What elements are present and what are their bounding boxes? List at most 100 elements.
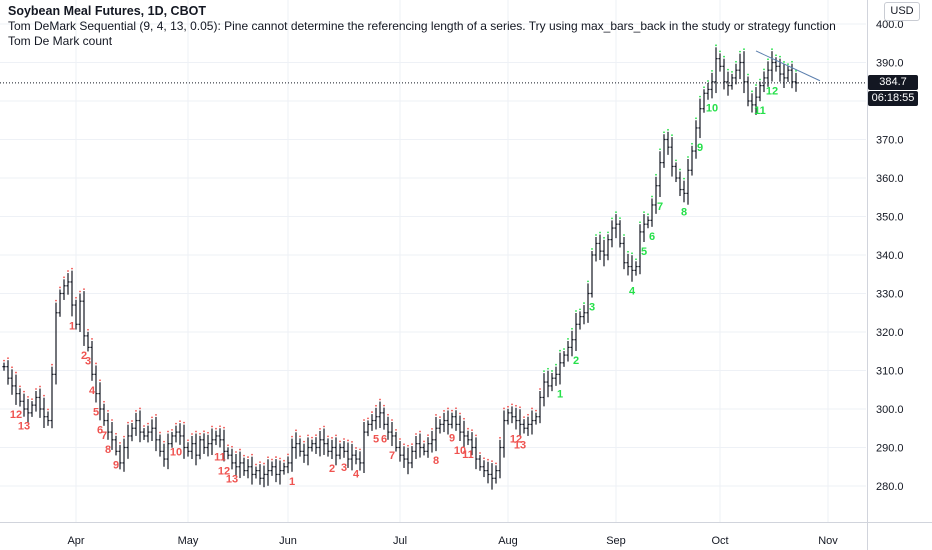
count-marker-dot [651, 195, 653, 198]
ohlc-bar [782, 63, 786, 89]
ohlc-bar [526, 416, 530, 436]
count-marker-dot [507, 405, 509, 408]
count-marker-dot [55, 299, 57, 302]
ohlc-bar [282, 462, 286, 475]
buy-count-label: 12 [766, 86, 778, 98]
ohlc-bar [466, 430, 470, 446]
count-marker-dot [139, 407, 141, 410]
count-marker-dot [267, 456, 269, 459]
ohlc-bar [434, 416, 438, 452]
ohlc-bar [538, 390, 542, 424]
ohlc-bar [202, 433, 206, 454]
ohlc-bar [190, 435, 194, 460]
ohlc-bar [446, 410, 450, 435]
ohlc-bar [722, 58, 726, 90]
ohlc-bar [150, 419, 154, 441]
count-marker-dot [251, 453, 253, 456]
sell-count-label: 4 [353, 468, 360, 480]
count-marker-dot [515, 404, 517, 407]
count-marker-dot [583, 302, 585, 304]
count-marker-dot [67, 270, 69, 272]
ohlc-bar [326, 438, 330, 457]
chart-legend: Soybean Meal Futures, 1D, CBOT Tom DeMar… [8, 4, 868, 49]
ohlc-bar [534, 412, 538, 425]
buy-count-label: 1 [557, 388, 563, 400]
ohlc-bar [646, 216, 650, 229]
ohlc-bar [290, 438, 294, 472]
count-marker-dot [495, 462, 497, 465]
count-marker-dot [727, 68, 729, 71]
count-marker-dot [703, 86, 705, 89]
ohlc-bar [482, 460, 486, 478]
count-label[interactable]: Tom De Mark count [8, 34, 113, 48]
count-marker-dot [639, 221, 641, 224]
time-axis[interactable]: Apr May Jun Jul Aug Sep Oct Nov [0, 522, 932, 548]
ohlc-bar [322, 428, 326, 455]
ohlc-bar [746, 76, 750, 107]
ohlc-bar [258, 464, 262, 485]
ohlc-bar [738, 53, 742, 80]
ohlc-bar [54, 302, 58, 385]
time-tick-label: Sep [606, 535, 626, 547]
count-marker-dot [419, 430, 421, 433]
count-marker-dot [47, 408, 49, 411]
ohlc-bar [242, 457, 246, 476]
ohlc-bar [358, 451, 362, 471]
count-marker-dot [287, 453, 289, 456]
count-marker-dot [159, 431, 161, 434]
indicator-label[interactable]: Tom DeMark Sequential (9, 4, 13, 0.05): … [8, 19, 836, 33]
ohlc-bar [502, 410, 506, 458]
count-marker-dot [547, 367, 549, 370]
count-marker-dot [3, 359, 5, 362]
price-tick-label: 340.0 [876, 250, 904, 262]
ohlc-bar [298, 438, 302, 457]
count-marker-dot [103, 400, 105, 403]
ohlc-bar [86, 331, 90, 352]
count-marker-dot [607, 231, 609, 234]
ohlc-bar [210, 428, 214, 455]
count-marker-dot [719, 50, 721, 53]
sell-count-label: 9 [113, 459, 119, 471]
ohlc-bar [618, 220, 622, 248]
ohlc-bar [174, 425, 178, 443]
ohlc-bar [10, 369, 14, 395]
symbol-title[interactable]: Soybean Meal Futures, 1D, CBOT [8, 4, 206, 18]
count-marker-dot [75, 296, 77, 299]
sell-count-label: 12 [510, 433, 522, 445]
trend-line [755, 50, 821, 82]
ohlc-bar [594, 236, 598, 262]
ohlc-bar [566, 340, 570, 362]
ohlc-bar [390, 421, 394, 447]
count-marker-dot [311, 436, 313, 439]
ohlc-bar [658, 151, 662, 198]
ohlc-bar [226, 447, 230, 460]
count-marker-dot [83, 288, 85, 290]
ohlc-bar [682, 180, 686, 203]
ohlc-bar [6, 360, 10, 385]
price-tick-label: 360.0 [876, 173, 904, 185]
currency-button[interactable]: USD [884, 2, 920, 21]
count-marker-dot [711, 69, 713, 72]
count-marker-dot [347, 439, 349, 442]
ohlc-bar [26, 398, 30, 423]
count-marker-dot [731, 70, 733, 73]
count-marker-dot [775, 54, 777, 57]
count-marker-dot [455, 407, 457, 410]
ohlc-bar [114, 435, 118, 456]
count-marker-dot [319, 428, 321, 430]
sell-count-label: 7 [389, 450, 395, 462]
count-marker-dot [463, 417, 465, 420]
ohlc-bar [586, 283, 590, 323]
ohlc-bar [66, 273, 70, 295]
count-marker-dot [215, 427, 217, 430]
count-marker-dot [7, 357, 9, 360]
count-marker-dot [43, 394, 45, 397]
count-marker-dot [675, 159, 677, 162]
ohlc-bar [554, 366, 558, 386]
count-marker-dot [91, 338, 93, 340]
count-marker-dot [399, 438, 401, 440]
count-marker-dot [367, 417, 369, 420]
count-marker-dot [223, 426, 225, 429]
ohlc-bar [46, 411, 50, 426]
